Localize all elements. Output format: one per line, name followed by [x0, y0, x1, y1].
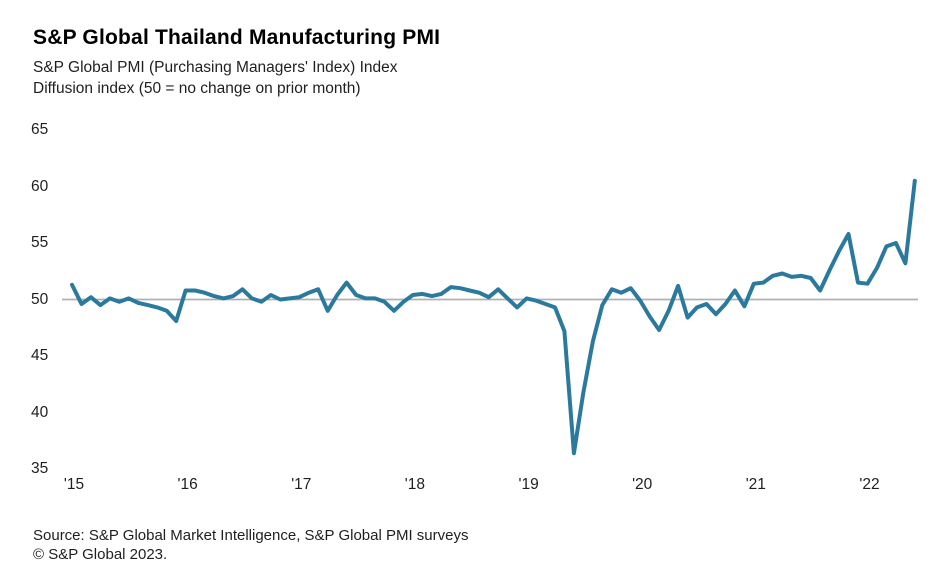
x-tick-label: '21 [745, 476, 766, 493]
y-tick-label: 65 [31, 121, 49, 138]
chart-subtitle-diffusion-note: Diffusion index (50 = no change on prior… [33, 80, 361, 97]
copyright-notice: © S&P Global 2023. [33, 546, 168, 563]
x-tick-label: '17 [291, 476, 312, 493]
chart-subtitle-index-name: S&P Global PMI (Purchasing Managers' Ind… [33, 59, 398, 76]
y-tick-label: 50 [31, 290, 49, 308]
pmi-line-series [70, 178, 917, 456]
x-tick-label: '19 [518, 476, 539, 493]
chart-title: S&P Global Thailand Manufacturing PMI [33, 26, 441, 49]
y-tick-label: 55 [31, 234, 49, 251]
y-tick-label: 60 [31, 177, 49, 195]
y-tick-label: 45 [31, 347, 49, 364]
x-tick-label: '15 [63, 476, 85, 493]
x-tick-label: '20 [632, 476, 653, 493]
x-tick-label: '22 [859, 476, 880, 493]
x-tick-label: '16 [177, 476, 198, 493]
source-attribution: Source: S&P Global Market Intelligence, … [33, 527, 469, 544]
y-tick-label: 40 [31, 403, 49, 421]
x-tick-label: '18 [404, 476, 425, 493]
y-tick-label: 35 [31, 460, 49, 477]
